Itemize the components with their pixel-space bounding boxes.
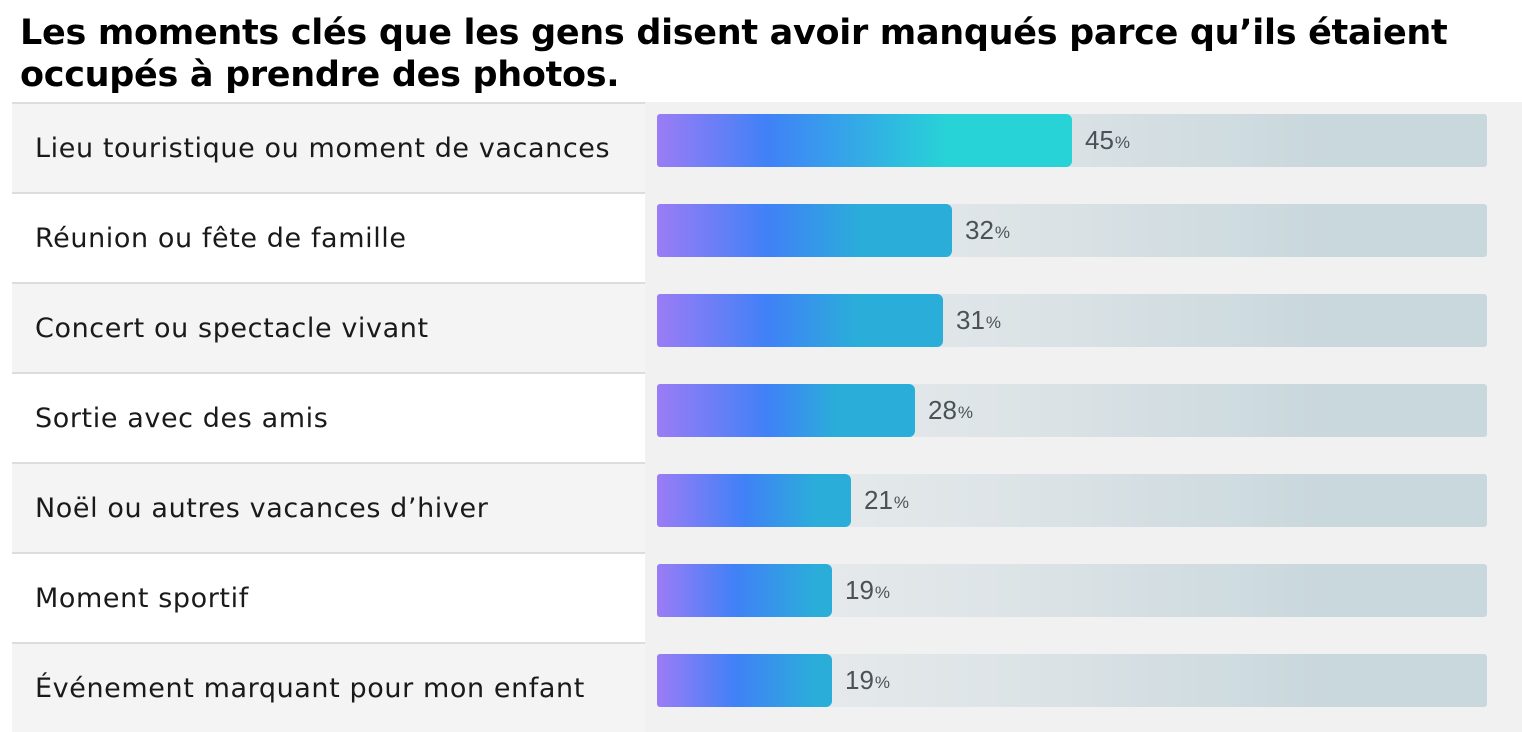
data-label: 31% bbox=[956, 294, 1001, 347]
data-label-suffix: % bbox=[874, 582, 891, 602]
bar-track: 19% bbox=[657, 564, 1487, 617]
data-label: 19% bbox=[845, 654, 890, 707]
bar bbox=[657, 294, 943, 347]
category-label: Sortie avec des amis bbox=[12, 372, 645, 462]
data-label: 45% bbox=[1085, 114, 1130, 167]
data-label-suffix: % bbox=[994, 222, 1011, 242]
bar bbox=[657, 474, 851, 527]
data-label-value: 31 bbox=[956, 305, 985, 335]
data-label-value: 21 bbox=[864, 485, 893, 515]
data-label-suffix: % bbox=[985, 312, 1002, 332]
category-label: Noël ou autres vacances d’hiver bbox=[12, 462, 645, 552]
data-label-suffix: % bbox=[874, 672, 891, 692]
bar bbox=[657, 564, 832, 617]
data-label-value: 19 bbox=[845, 575, 874, 605]
data-label-value: 45 bbox=[1085, 125, 1114, 155]
data-label-value: 32 bbox=[965, 215, 994, 245]
bar-chart: Lieu touristique ou moment de vacances Ré… bbox=[12, 102, 1522, 732]
bar bbox=[657, 114, 1072, 167]
chart-title: Les moments clés que les gens disent avo… bbox=[20, 13, 1448, 95]
category-label: Lieu touristique ou moment de vacances bbox=[12, 102, 645, 192]
bars-area: 45% 32% 31% 28% 21% 19% 19% bbox=[645, 102, 1522, 732]
bar-track: 21% bbox=[657, 474, 1487, 527]
category-labels: Lieu touristique ou moment de vacances Ré… bbox=[12, 102, 645, 732]
bar-track: 19% bbox=[657, 654, 1487, 707]
category-label: Concert ou spectacle vivant bbox=[12, 282, 645, 372]
bar bbox=[657, 654, 832, 707]
bar-track: 45% bbox=[657, 114, 1487, 167]
bar-track: 31% bbox=[657, 294, 1487, 347]
category-label: Moment sportif bbox=[12, 552, 645, 642]
data-label: 32% bbox=[965, 204, 1010, 257]
bar bbox=[657, 204, 952, 257]
data-label-value: 28 bbox=[928, 395, 957, 425]
data-label-suffix: % bbox=[957, 402, 974, 422]
data-label: 21% bbox=[864, 474, 909, 527]
category-label: Réunion ou fête de famille bbox=[12, 192, 645, 282]
data-label-suffix: % bbox=[1114, 132, 1131, 152]
data-label-suffix: % bbox=[893, 492, 910, 512]
data-label: 28% bbox=[928, 384, 973, 437]
bar bbox=[657, 384, 915, 437]
data-label: 19% bbox=[845, 564, 890, 617]
category-label: Événement marquant pour mon enfant bbox=[12, 642, 645, 732]
bar-track: 32% bbox=[657, 204, 1487, 257]
data-label-value: 19 bbox=[845, 665, 874, 695]
bar-track: 28% bbox=[657, 384, 1487, 437]
